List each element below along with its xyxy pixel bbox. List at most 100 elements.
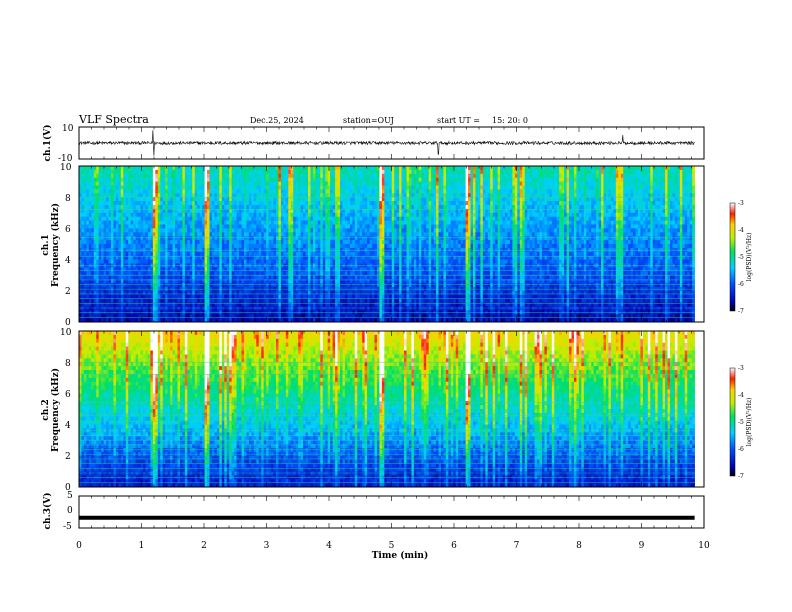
- spectrogram-cell: [94, 271, 97, 275]
- spectrogram-cell: [141, 197, 144, 201]
- spectrogram-cell: [160, 205, 163, 209]
- spectrogram-cell: [175, 201, 178, 205]
- spectrogram-cell: [106, 217, 109, 221]
- spectrogram-cell: [138, 225, 141, 229]
- spectrogram-cell: [91, 260, 94, 264]
- spectrogram-cell: [128, 217, 131, 221]
- spectrogram-cell: [118, 205, 121, 209]
- spectrogram-cell: [116, 201, 119, 205]
- spectrogram-cell: [160, 213, 163, 217]
- spectrogram-cell: [155, 283, 158, 287]
- spectrogram-cell: [89, 295, 92, 299]
- spectrogram-cell: [106, 197, 109, 201]
- spectrogram-cell: [180, 260, 183, 264]
- spectrogram-cell: [153, 267, 156, 271]
- spectrogram-cell: [116, 271, 119, 275]
- spectrogram-cell: [180, 236, 183, 240]
- spectrogram-cell: [104, 174, 107, 178]
- spectrogram-cell: [94, 201, 97, 205]
- spectrogram-cell: [155, 228, 158, 232]
- spectrogram-cell: [163, 228, 166, 232]
- spectrogram-cell: [153, 232, 156, 236]
- spectrogram-cell: [99, 275, 102, 279]
- spectrogram-cell: [84, 275, 87, 279]
- spectrogram-cell: [155, 252, 158, 256]
- spectrogram-cell: [101, 178, 104, 182]
- spectrogram-cell: [128, 236, 131, 240]
- spectrogram-cell: [106, 205, 109, 209]
- spectrogram-cell: [81, 306, 84, 310]
- spectrogram-cell: [96, 213, 99, 217]
- spectrogram-cell: [111, 232, 114, 236]
- spectrogram-cell: [84, 228, 87, 232]
- spectrogram-cell: [160, 267, 163, 271]
- spectrogram-cell: [101, 295, 104, 299]
- spectrogram-cell: [86, 213, 89, 217]
- spectrogram-cell: [138, 232, 141, 236]
- spectrogram-cell: [182, 189, 185, 193]
- spectrogram-cell: [153, 314, 156, 318]
- spectrogram-cell: [150, 178, 153, 182]
- spectrogram-cell: [185, 232, 188, 236]
- spectrogram-cell: [165, 174, 168, 178]
- spectrogram-cell: [121, 306, 124, 310]
- spectrogram-cell: [185, 189, 188, 193]
- spectrogram-cell: [126, 193, 129, 197]
- spectrogram-cell: [94, 295, 97, 299]
- spectrogram-cell: [163, 260, 166, 264]
- spectrogram-cell: [126, 213, 129, 217]
- spectrogram-cell: [180, 314, 183, 318]
- spectrogram-cell: [126, 217, 129, 221]
- spectrogram-cell: [86, 299, 89, 303]
- spectrogram-cell: [126, 186, 129, 190]
- spectrogram-cell: [153, 174, 156, 178]
- spectrogram-cell: [143, 186, 146, 190]
- spectrogram-cell: [111, 244, 114, 248]
- spectrogram-cell: [118, 178, 121, 182]
- spectrogram-cell: [153, 260, 156, 264]
- spectrogram-cell: [148, 182, 151, 186]
- spectrogram-cell: [133, 178, 136, 182]
- spectrogram-cell: [170, 236, 173, 240]
- spectrogram-cell: [121, 236, 124, 240]
- spectrogram-cell: [170, 283, 173, 287]
- spectrogram-cell: [170, 267, 173, 271]
- spectrogram-cell: [182, 228, 185, 232]
- spectrogram-cell: [136, 174, 139, 178]
- spectrogram-cell: [173, 240, 176, 244]
- spectrogram-cell: [160, 260, 163, 264]
- spectrogram-cell: [155, 299, 158, 303]
- spectrogram-cell: [113, 252, 116, 256]
- spectrogram-cell: [148, 232, 151, 236]
- spectrogram-cell: [84, 170, 87, 174]
- spectrogram-cell: [173, 170, 176, 174]
- spectrogram-cell: [123, 217, 126, 221]
- spectrogram-cell: [126, 197, 129, 201]
- spectrogram-cell: [89, 314, 92, 318]
- spectrogram-cell: [136, 252, 139, 256]
- spectrogram-cell: [150, 170, 153, 174]
- spectrogram-cell: [138, 228, 141, 232]
- spectrogram-cell: [121, 291, 124, 295]
- spectrogram-cell: [104, 197, 107, 201]
- spectrogram-cell: [150, 240, 153, 244]
- spectrogram-cell: [133, 291, 136, 295]
- spectrogram-cell: [160, 283, 163, 287]
- spectrogram-cell: [81, 267, 84, 271]
- spectrogram-cell: [128, 228, 131, 232]
- spectrogram-cell: [155, 314, 158, 318]
- spectrogram-cell: [96, 189, 99, 193]
- spectrogram-cell: [180, 189, 183, 193]
- spectrogram-cell: [96, 291, 99, 295]
- spectrogram-cell: [101, 189, 104, 193]
- spectrogram-cell: [89, 252, 92, 256]
- spectrogram-cell: [118, 189, 121, 193]
- spectrogram-cell: [91, 217, 94, 221]
- spectrogram-cell: [170, 244, 173, 248]
- spectrogram-cell: [111, 205, 114, 209]
- spectrogram-cell: [158, 299, 161, 303]
- spectrogram-cell: [96, 197, 99, 201]
- spectrogram-cell: [168, 225, 171, 229]
- spectrogram-cell: [123, 225, 126, 229]
- spectrogram-cell: [101, 271, 104, 275]
